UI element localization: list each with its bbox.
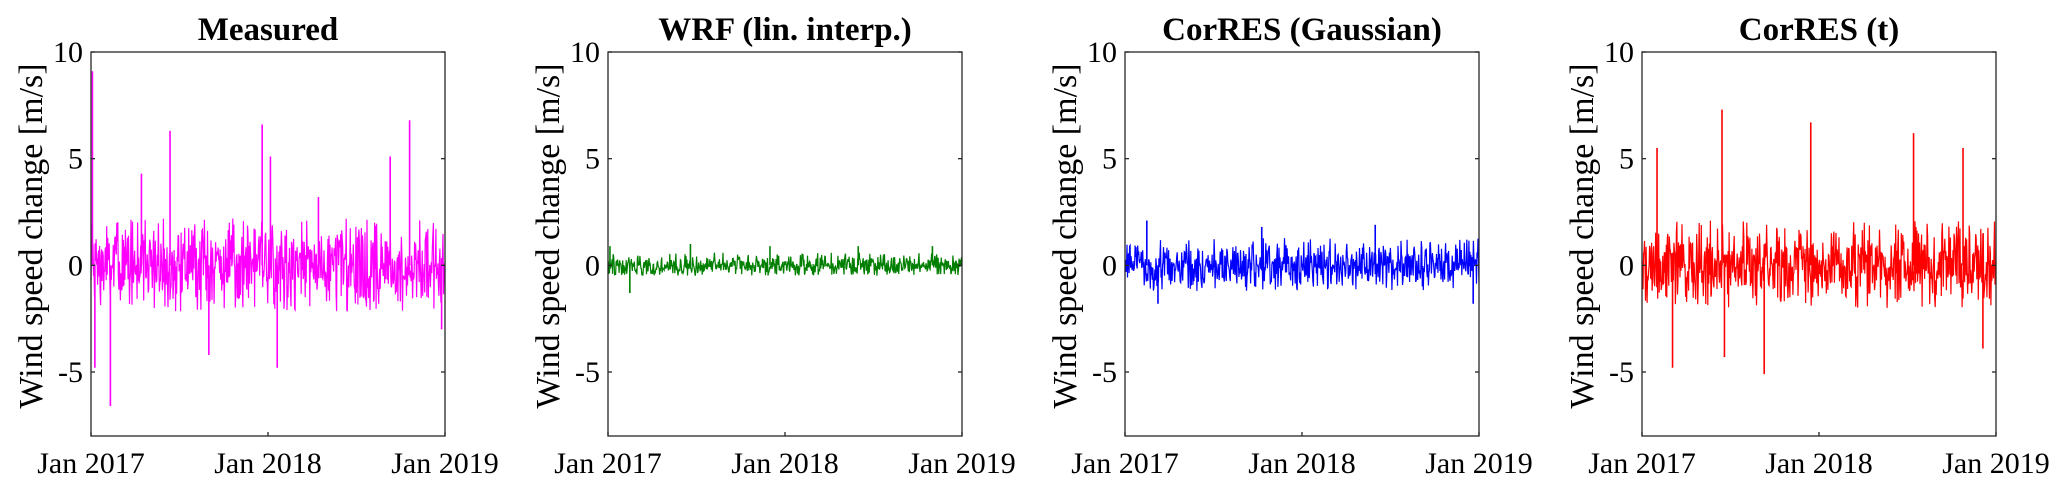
data-trace <box>90 71 446 407</box>
y-tick-label: 10 <box>1604 36 1634 69</box>
chart-title: CorRES (Gaussian) <box>1162 12 1442 48</box>
panel-measured: Measured Wind speed change [m/s] -5 0 5 10 J… <box>13 12 499 480</box>
chart-title: WRF (lin. interp.) <box>658 12 912 48</box>
x-tick-label: Jan 2017 <box>554 447 662 480</box>
y-tick-label: -5 <box>1092 356 1117 389</box>
series-line <box>607 252 963 276</box>
y-tick-label: 10 <box>53 36 83 69</box>
axes-box <box>607 51 963 437</box>
series-line <box>90 218 446 313</box>
y-tick-label: 10 <box>1087 36 1117 69</box>
y-tick-label: 0 <box>1102 249 1117 282</box>
y-tick-label: 0 <box>68 249 83 282</box>
panel-corres-t: CorRES (t) Wind speed change [m/s] -5 0 5 1… <box>1564 12 2050 480</box>
x-tick-label: Jan 2018 <box>731 447 839 480</box>
y-axis-label: Wind speed change [m/s] <box>1047 63 1084 408</box>
series-line <box>1641 220 1997 308</box>
data-trace <box>1641 109 1997 375</box>
chart-title: Measured <box>198 12 339 48</box>
panel-wrf: WRF (lin. interp.) Wind speed change [m/… <box>530 12 1016 480</box>
x-tick-label: Jan 2017 <box>1588 447 1696 480</box>
y-axis-label: Wind speed change [m/s] <box>530 63 567 408</box>
data-trace <box>1124 220 1480 304</box>
y-tick-label: 10 <box>570 36 600 69</box>
y-tick-label: 5 <box>68 143 83 176</box>
x-tick-label: Jan 2017 <box>1071 447 1179 480</box>
y-tick-label: 5 <box>1619 143 1634 176</box>
x-tick-label: Jan 2017 <box>37 447 145 480</box>
x-tick-label: Jan 2018 <box>1248 447 1356 480</box>
x-tick-label: Jan 2019 <box>1942 447 2050 480</box>
axes-box <box>1124 51 1480 437</box>
panel-corres-gaussian: CorRES (Gaussian) Wind speed change [m/s… <box>1047 12 1533 480</box>
x-tick-label: Jan 2019 <box>1425 447 1533 480</box>
y-axis-label: Wind speed change [m/s] <box>1564 63 1601 408</box>
y-tick-label: -5 <box>575 356 600 389</box>
chart-title: CorRES (t) <box>1739 12 1899 48</box>
y-axis-label: Wind speed change [m/s] <box>13 63 50 408</box>
y-tick-label: 0 <box>1619 249 1634 282</box>
y-tick-label: 5 <box>1102 143 1117 176</box>
y-tick-label: -5 <box>58 356 83 389</box>
data-trace <box>607 244 963 294</box>
x-tick-label: Jan 2018 <box>214 447 322 480</box>
y-tick-label: 5 <box>585 143 600 176</box>
x-tick-label: Jan 2019 <box>391 447 499 480</box>
x-tick-label: Jan 2019 <box>908 447 1016 480</box>
x-tick-label: Jan 2018 <box>1765 447 1873 480</box>
y-tick-label: -5 <box>1609 356 1634 389</box>
y-tick-label: 0 <box>585 249 600 282</box>
series-line <box>1124 238 1480 291</box>
